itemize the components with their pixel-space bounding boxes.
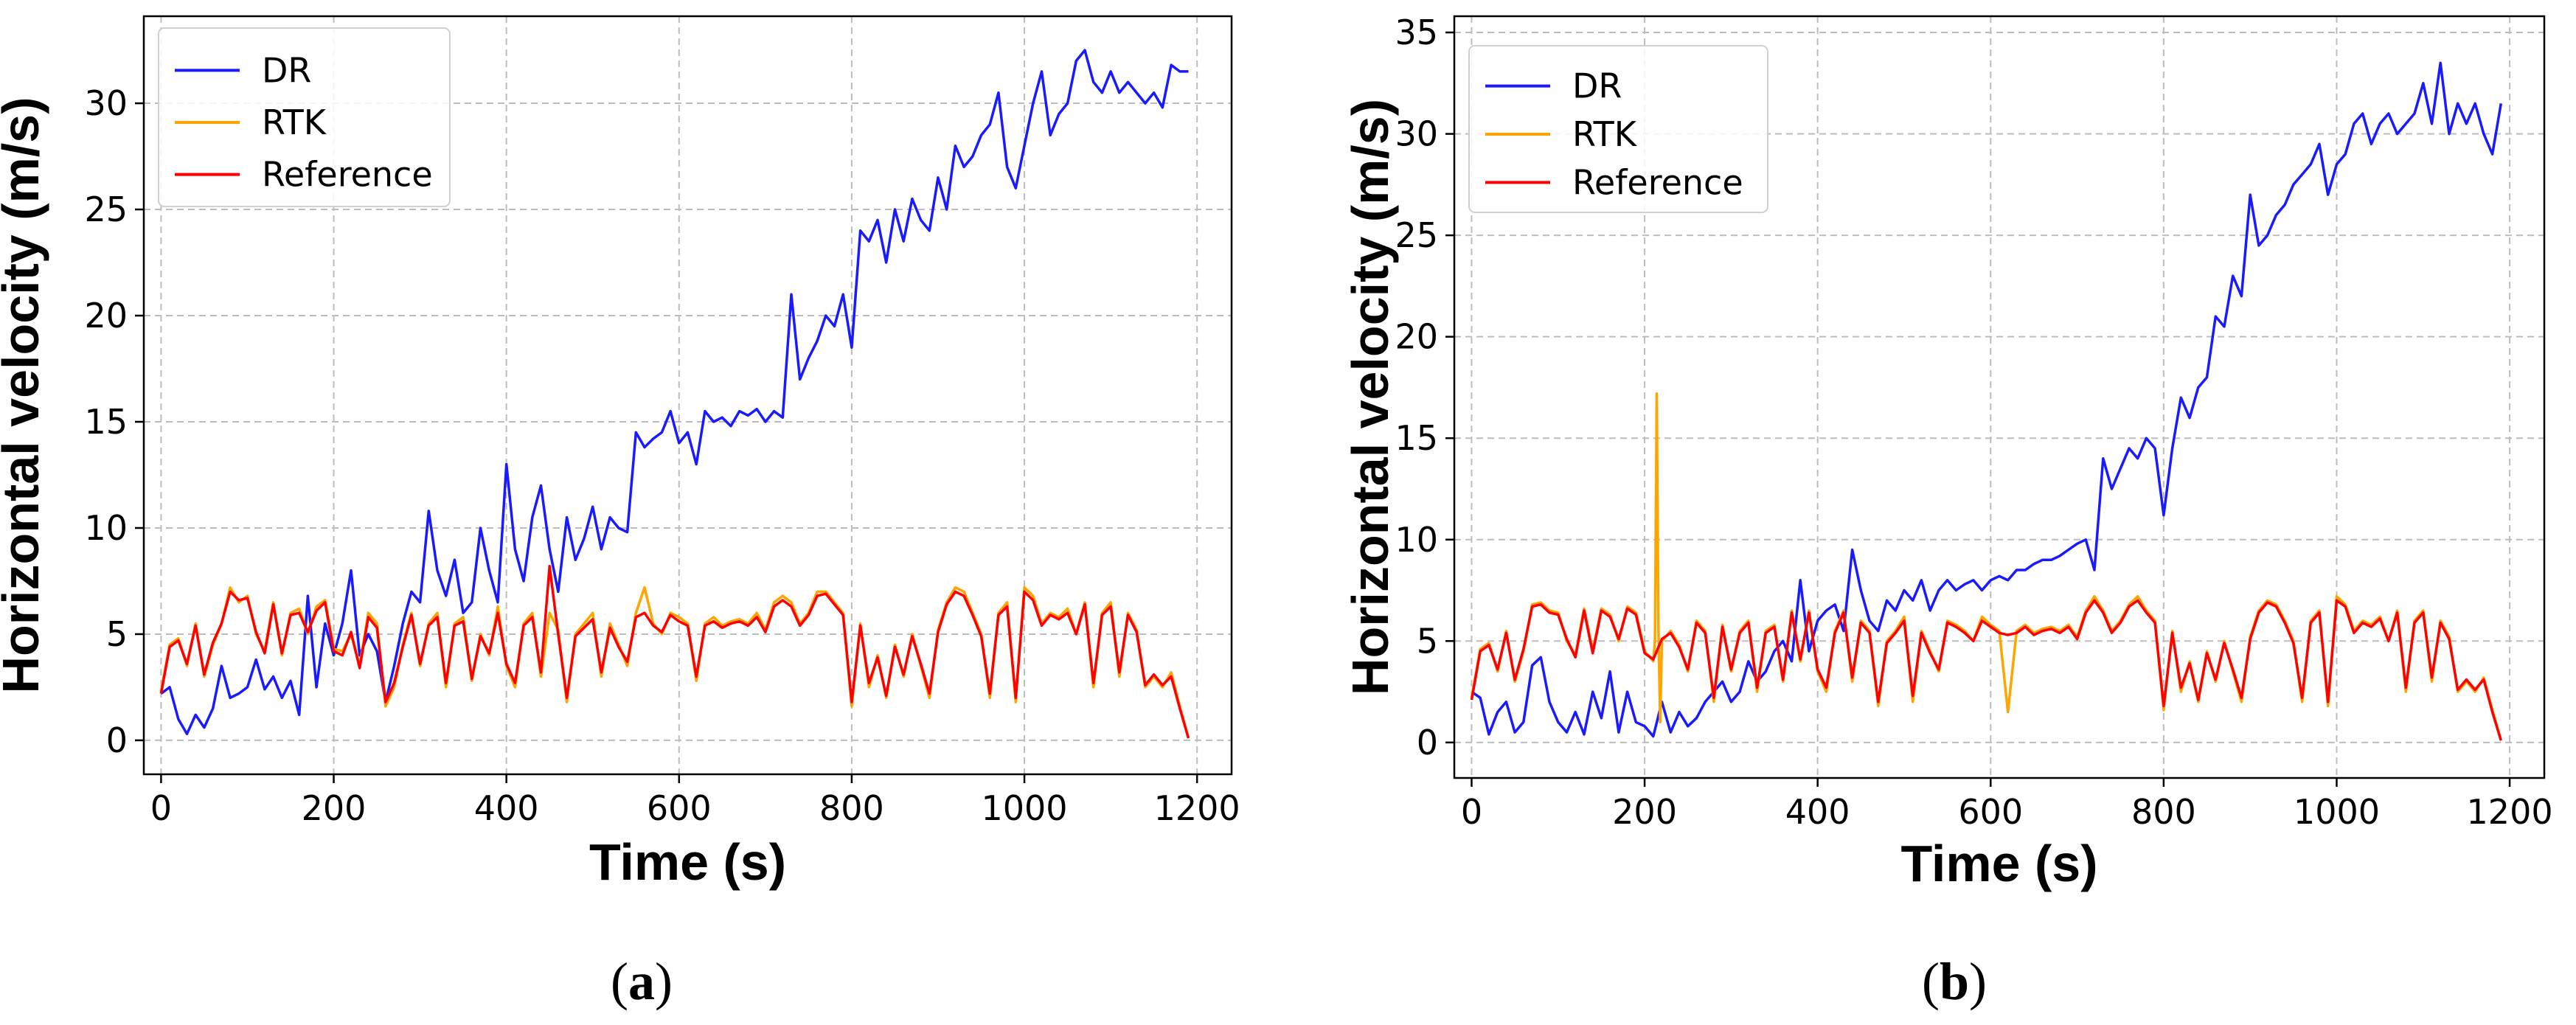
x-tick-label: 600: [1958, 792, 2023, 832]
y-tick-label: 25: [84, 190, 128, 229]
legend-label-reference: Reference: [262, 155, 433, 195]
legend-label-dr: DR: [262, 50, 311, 90]
panel-b-caption: (b): [1922, 952, 1987, 1011]
y-tick-label: 10: [84, 508, 128, 548]
plot-frame-a: [142, 15, 1233, 776]
y-tick-label: 0: [106, 720, 128, 760]
y-tick-label: 25: [1395, 215, 1438, 255]
x-tick-label: 1200: [1154, 788, 1240, 828]
series-line-reference-b: [1470, 599, 2502, 741]
series-line-dr-b: [1471, 61, 2503, 738]
x-tick-label: 400: [1785, 792, 1850, 832]
x-tick-label: 0: [150, 788, 172, 828]
y-tick-label: 20: [84, 296, 128, 336]
x-tick-label: 800: [819, 788, 884, 828]
legend-b: DR RTK Reference: [1468, 45, 1768, 213]
y-tick-label: 5: [1417, 621, 1438, 661]
y-axis-label-a: Horizontal velocity (m/s): [0, 97, 49, 693]
legend-box: [158, 27, 451, 207]
series-line-rtk-b: [1470, 392, 2502, 741]
y-tick-label: 0: [1417, 723, 1438, 762]
x-tick-label: 600: [647, 788, 712, 828]
plot-frame-b: [1453, 15, 2546, 779]
x-tick-label: 1200: [2467, 792, 2553, 832]
y-tick-label: 10: [1395, 520, 1438, 560]
x-tick-label: 800: [2131, 792, 2196, 832]
panel-a-caption: (a): [611, 952, 673, 1011]
legend-a: DR RTK Reference: [158, 27, 451, 207]
x-axis-label-b: Time (s): [1900, 835, 2097, 892]
x-axis-label-a: Time (s): [589, 833, 786, 891]
legend-label-dr: DR: [1572, 66, 1622, 106]
y-tick-label: 20: [1395, 317, 1438, 357]
series-line-reference-a: [159, 565, 1190, 739]
x-tick-label: 200: [302, 788, 367, 828]
y-tick-label: 30: [84, 83, 128, 123]
panel-b-chart: 0 200 400 600 800 1000 1200 0 5 10 15 20 25 30 35 Time …: [1341, 13, 2553, 892]
x-tick-label: 400: [474, 788, 539, 828]
legend-label-reference: Reference: [1572, 162, 1743, 202]
y-axis-label-b: Horizontal velocity (m/s): [1341, 99, 1399, 695]
legend-label-rtk: RTK: [262, 102, 327, 142]
x-tick-label: 1000: [982, 788, 1068, 828]
x-tick-label: 200: [1612, 792, 1677, 832]
x-tick-label: 1000: [2294, 792, 2380, 832]
x-tick-label: 0: [1461, 792, 1482, 832]
y-tick-label: 5: [106, 614, 128, 654]
y-tick-label: 15: [84, 402, 128, 442]
y-tick-label: 35: [1395, 13, 1438, 52]
panel-a-chart: 0 200 400 600 800 1000 1200 0 5 10 15 20 25 30 Time (s…: [0, 15, 1240, 891]
legend-label-rtk: RTK: [1572, 114, 1638, 154]
y-tick-label: 15: [1395, 418, 1438, 458]
y-tick-label: 30: [1395, 114, 1438, 154]
